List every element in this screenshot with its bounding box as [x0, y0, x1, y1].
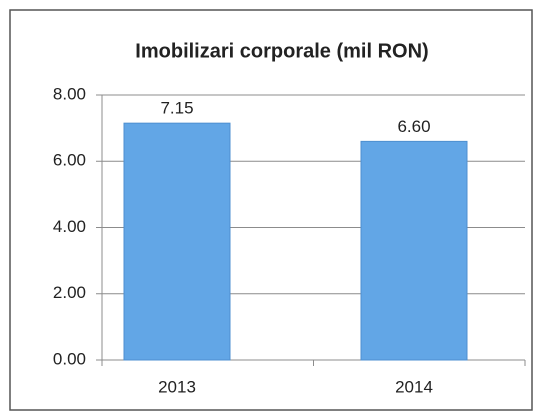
bar [360, 140, 468, 361]
value-label: 6.60 [397, 117, 430, 136]
chart-title: Imobilizari corporale (mil RON) [135, 40, 428, 62]
y-tick-label: 8.00 [53, 84, 86, 103]
x-tick-label: 2014 [395, 377, 433, 396]
value-label: 7.15 [160, 99, 193, 118]
bar [123, 122, 231, 361]
y-tick-label: 4.00 [53, 217, 86, 236]
x-tick-label: 2013 [158, 377, 196, 396]
y-tick-label: 2.00 [53, 283, 86, 302]
y-tick-label: 0.00 [53, 349, 86, 368]
y-tick-label: 6.00 [53, 151, 86, 170]
